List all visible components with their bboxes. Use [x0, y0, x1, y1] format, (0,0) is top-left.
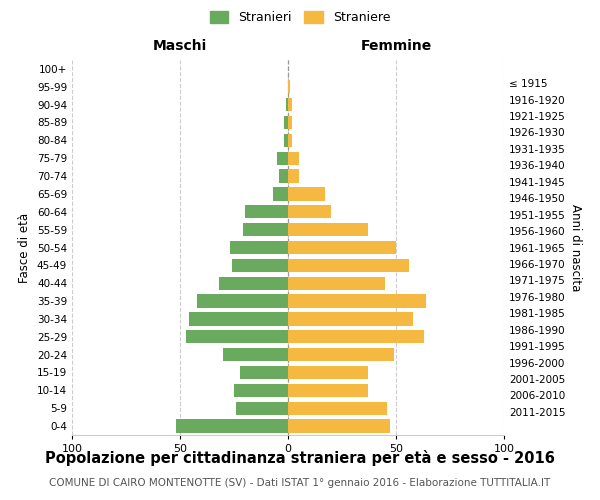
- Bar: [288, 223, 368, 236]
- Bar: [288, 330, 424, 344]
- Bar: [234, 384, 288, 397]
- Bar: [288, 384, 368, 397]
- Bar: [288, 187, 325, 200]
- Bar: [288, 80, 290, 94]
- Bar: [288, 170, 299, 183]
- Bar: [245, 205, 288, 218]
- Bar: [288, 116, 292, 129]
- Bar: [288, 294, 426, 308]
- Text: COMUNE DI CAIRO MONTENOTTE (SV) - Dati ISTAT 1° gennaio 2016 - Elaborazione TUTT: COMUNE DI CAIRO MONTENOTTE (SV) - Dati I…: [49, 478, 551, 488]
- Bar: [230, 241, 288, 254]
- Bar: [288, 312, 413, 326]
- Bar: [284, 134, 288, 147]
- Bar: [197, 294, 288, 308]
- Bar: [288, 152, 299, 165]
- Bar: [223, 348, 288, 362]
- Text: Maschi: Maschi: [153, 39, 207, 53]
- Bar: [187, 330, 288, 344]
- Bar: [288, 205, 331, 218]
- Bar: [277, 152, 288, 165]
- Bar: [288, 98, 292, 112]
- Bar: [288, 241, 396, 254]
- Bar: [288, 258, 409, 272]
- Text: Popolazione per cittadinanza straniera per età e sesso - 2016: Popolazione per cittadinanza straniera p…: [45, 450, 555, 466]
- Bar: [286, 98, 288, 112]
- Bar: [232, 258, 288, 272]
- Y-axis label: Anni di nascita: Anni di nascita: [569, 204, 582, 291]
- Bar: [176, 420, 288, 433]
- Bar: [273, 187, 288, 200]
- Text: Femmine: Femmine: [361, 39, 431, 53]
- Bar: [288, 402, 388, 415]
- Bar: [241, 366, 288, 379]
- Bar: [219, 276, 288, 290]
- Bar: [288, 420, 389, 433]
- Bar: [280, 170, 288, 183]
- Bar: [284, 116, 288, 129]
- Legend: Stranieri, Straniere: Stranieri, Straniere: [205, 6, 395, 29]
- Bar: [188, 312, 288, 326]
- Bar: [288, 134, 292, 147]
- Bar: [236, 402, 288, 415]
- Bar: [242, 223, 288, 236]
- Y-axis label: Fasce di età: Fasce di età: [19, 212, 31, 282]
- Bar: [288, 366, 368, 379]
- Bar: [288, 348, 394, 362]
- Bar: [288, 276, 385, 290]
